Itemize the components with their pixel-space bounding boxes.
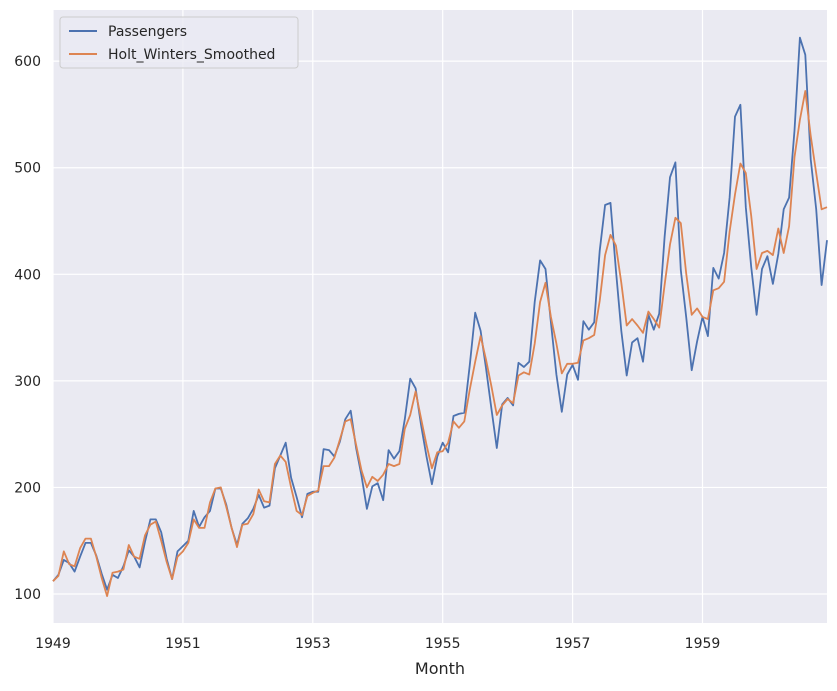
plot-area	[53, 10, 827, 623]
y-tick-label: 300	[14, 374, 41, 390]
series-line-passengers	[52, 36, 828, 591]
y-tick-label: 400	[14, 267, 41, 283]
tick-labels: 1949 1951 1953 1955 1957 1959 100 200 300 400 500 6…	[14, 54, 720, 652]
series-lines	[52, 36, 828, 597]
legend-label-smoothed: Holt_Winters_Smoothed	[108, 47, 275, 63]
x-tick-label: 1955	[425, 636, 461, 652]
legend-box	[59, 16, 299, 69]
x-tick-label: 1949	[35, 636, 71, 652]
x-tick-label: 1951	[165, 636, 201, 652]
legend-label-passengers: Passengers	[108, 24, 187, 40]
legend: Passengers Holt_Winters_Smoothed	[59, 16, 299, 69]
y-tick-label: 200	[14, 480, 41, 496]
x-tick-label: 1959	[685, 636, 721, 652]
x-tick-label: 1953	[295, 636, 331, 652]
series-line-holt-winters-smoothed	[52, 90, 828, 597]
y-tick-label: 100	[14, 587, 41, 603]
y-tick-label: 600	[14, 54, 41, 70]
x-axis-label: Month	[415, 659, 465, 678]
x-tick-label: 1957	[555, 636, 591, 652]
y-tick-label: 500	[14, 161, 41, 177]
